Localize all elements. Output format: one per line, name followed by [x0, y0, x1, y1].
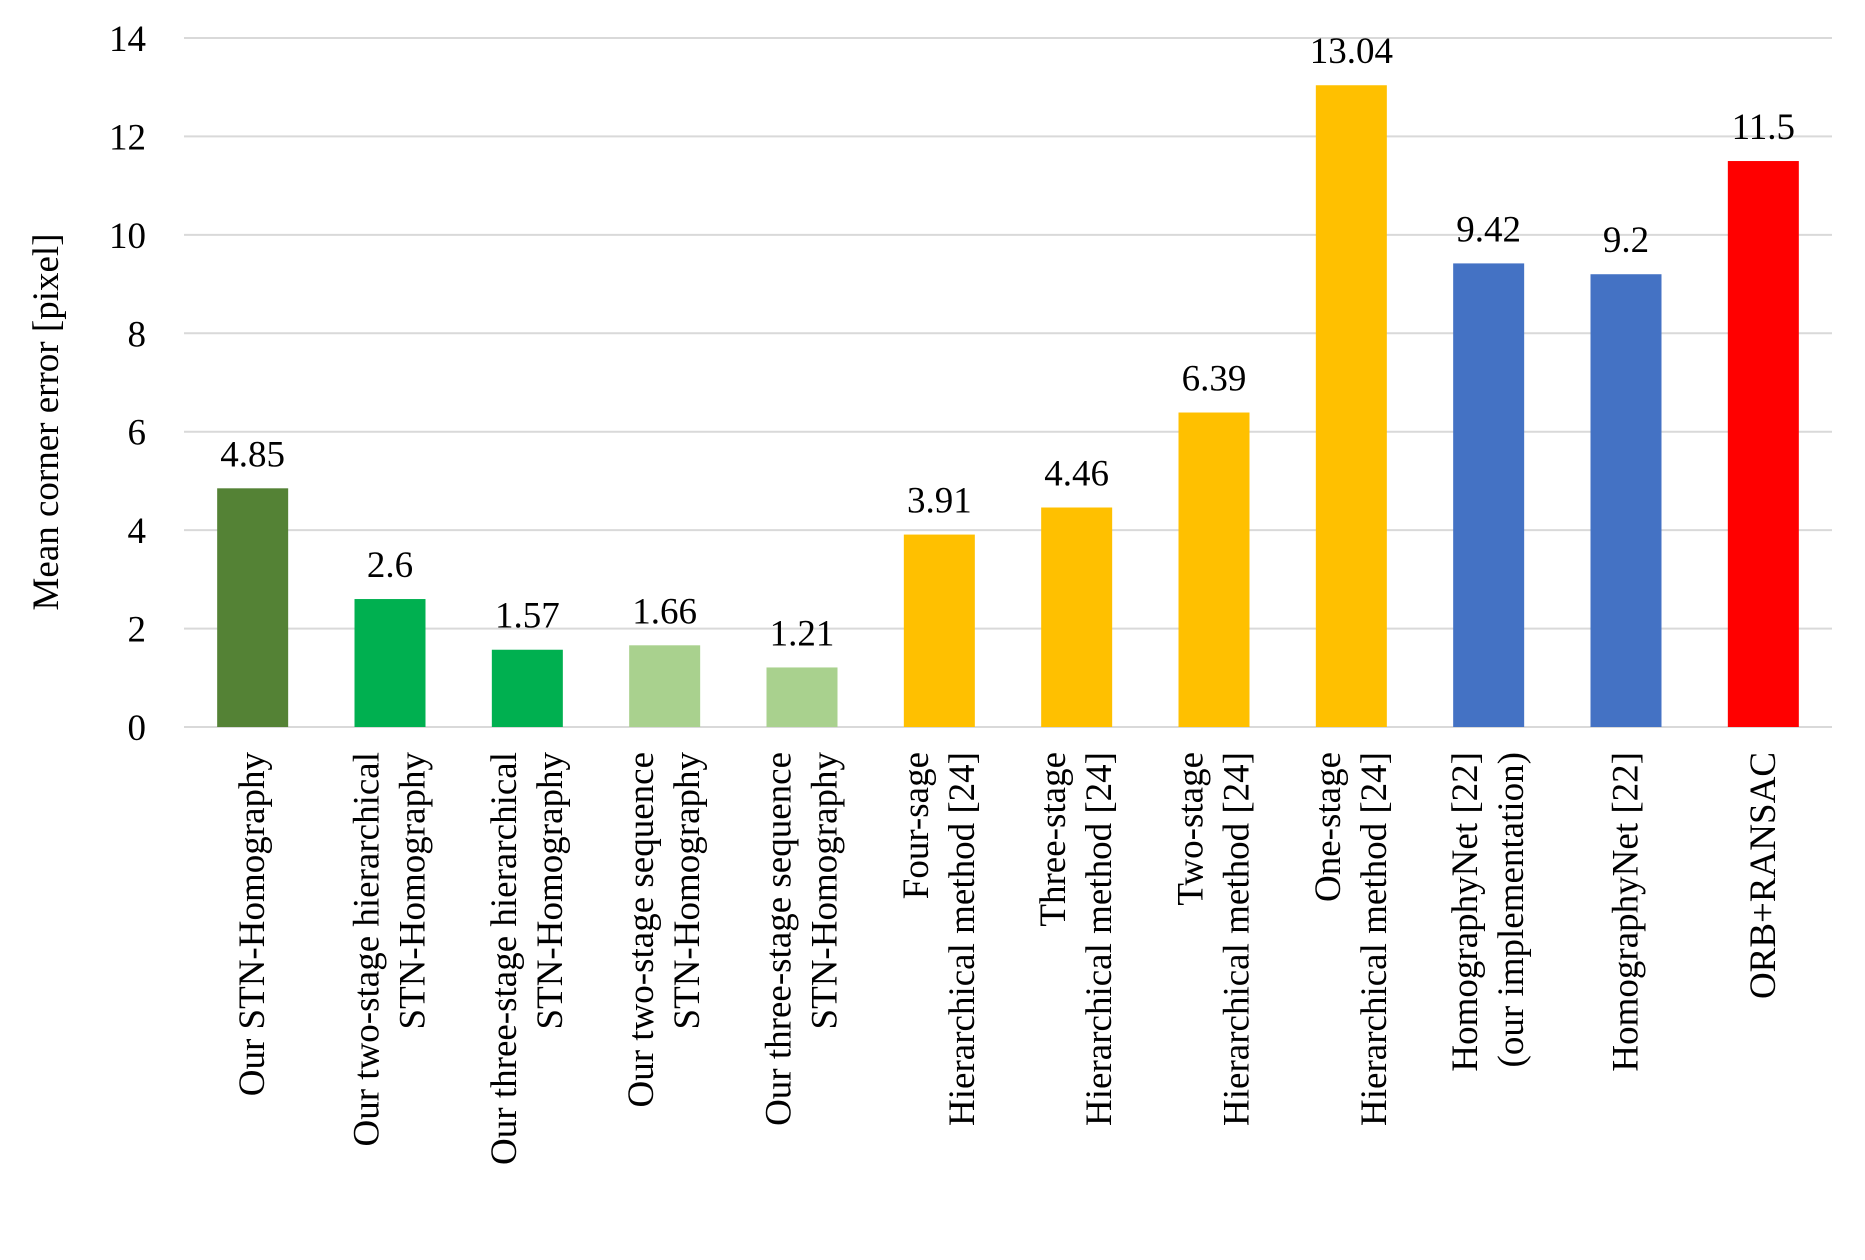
data-labels: 4.85 2.6 1.57 1.66 1.21 3.91 4.46 6.39 13.04 9.42…	[220, 31, 1795, 654]
data-label: 4.46	[1044, 454, 1109, 495]
category-labels: Our STN-Homography Our two-stage hierarch…	[232, 752, 1784, 1165]
y-tick-label: 12	[109, 117, 146, 158]
category-label: Our two-stage hierarchical STN-Homography	[347, 752, 434, 1147]
data-label: 1.21	[770, 613, 835, 654]
bar	[1315, 85, 1387, 727]
y-tick-label: 6	[128, 413, 147, 454]
data-label: 13.04	[1310, 31, 1393, 72]
data-label: 4.85	[220, 434, 285, 475]
category-label: Our three-stage sequence STN-Homography	[759, 752, 846, 1126]
category-label-line: HomographyNet [22]	[1606, 752, 1647, 1072]
data-label: 9.42	[1456, 209, 1521, 250]
category-label-line: Four-sage	[896, 752, 937, 899]
category-label-line: Our STN-Homography	[232, 752, 273, 1097]
bar	[217, 488, 289, 727]
data-label: 3.91	[907, 481, 972, 522]
bar	[766, 667, 838, 727]
data-label: 11.5	[1732, 107, 1795, 148]
y-tick-label: 10	[109, 216, 146, 257]
bar	[1178, 412, 1250, 727]
category-label-line: One-stage	[1308, 752, 1349, 902]
category-label: Our two-stage sequence STN-Homography	[621, 752, 708, 1108]
bars	[217, 85, 1799, 728]
category-label: Four-sage Hierarchical method [24]	[896, 752, 983, 1126]
category-label: Our three-stage hierarchical STN-Homograp…	[484, 752, 571, 1165]
y-axis-ticks: 0 2 4 6 8 10 12 14	[109, 19, 146, 749]
category-label-line: Our three-stage sequence	[759, 752, 800, 1126]
category-label: Three-stage Hierarchical method [24]	[1033, 752, 1120, 1126]
bar	[1453, 263, 1525, 727]
category-label-line: Our two-stage sequence	[621, 752, 662, 1107]
category-label-line: Three-stage	[1033, 752, 1074, 927]
category-label: ORB+RANSAC	[1743, 752, 1784, 999]
data-label: 9.2	[1603, 220, 1649, 261]
category-label: One-stage Hierarchical method [24]	[1308, 752, 1395, 1126]
category-label-line: Our two-stage hierarchical	[347, 752, 388, 1146]
category-label: HomographyNet [22] (our implementation)	[1445, 752, 1532, 1072]
bar	[491, 649, 563, 727]
y-tick-label: 2	[128, 610, 147, 651]
data-label: 1.57	[495, 596, 560, 637]
category-label-line: Hierarchical method [24]	[1079, 752, 1120, 1126]
category-label-line: Two-stage	[1171, 752, 1212, 906]
y-tick-label: 8	[128, 314, 147, 355]
category-label-line: STN-Homography	[530, 752, 571, 1030]
y-tick-label: 14	[109, 19, 146, 60]
y-tick-label: 0	[128, 708, 147, 749]
data-label: 1.66	[632, 591, 697, 632]
category-label-line: STN-Homography	[393, 752, 434, 1030]
data-label: 2.6	[367, 545, 413, 586]
category-label-line: Hierarchical method [24]	[942, 752, 983, 1126]
category-label-line: ORB+RANSAC	[1743, 752, 1784, 999]
bar	[354, 599, 426, 727]
category-label-line: STN-Homography	[667, 752, 708, 1030]
data-label: 6.39	[1182, 359, 1247, 400]
y-axis-title: Mean corner error [pixel]	[26, 234, 67, 611]
gridlines	[184, 37, 1832, 728]
bar	[1590, 274, 1662, 727]
category-label-line: (our implementation)	[1491, 752, 1532, 1067]
bar	[629, 645, 701, 727]
bar	[1727, 161, 1799, 728]
bar	[903, 534, 975, 727]
category-label: HomographyNet [22]	[1606, 752, 1647, 1072]
y-tick-label: 4	[128, 511, 147, 552]
category-label-line: Hierarchical method [24]	[1217, 752, 1258, 1126]
category-label-line: HomographyNet [22]	[1445, 752, 1486, 1072]
category-label-line: Hierarchical method [24]	[1354, 752, 1395, 1126]
bar	[1041, 507, 1113, 727]
category-label-line: STN-Homography	[805, 752, 846, 1030]
category-label: Two-stage Hierarchical method [24]	[1171, 752, 1258, 1126]
category-label-line: Our three-stage hierarchical	[484, 752, 525, 1165]
category-label: Our STN-Homography	[232, 752, 273, 1097]
